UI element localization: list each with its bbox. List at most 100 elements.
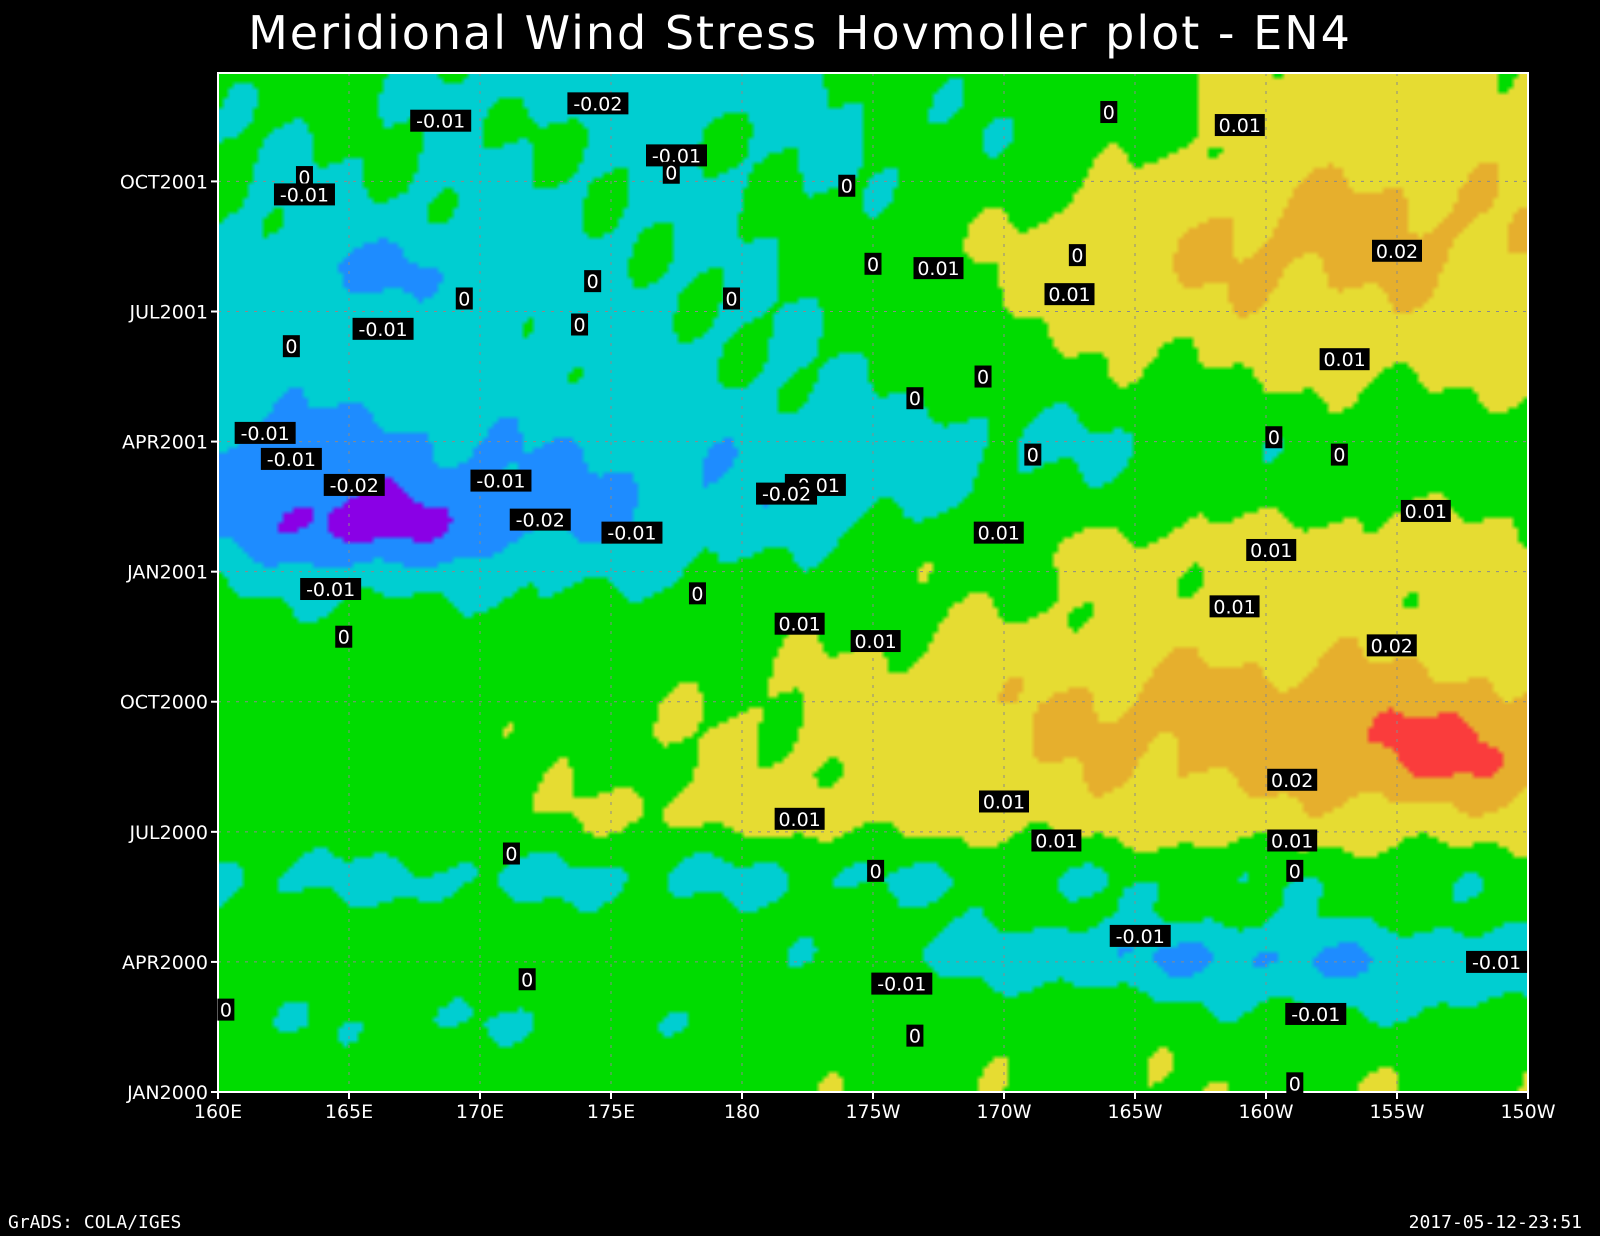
contour-label-bg (688, 582, 706, 605)
contour-label-bg (1330, 443, 1348, 466)
contour-label: 0 (909, 1026, 921, 1048)
contour-label-bg (1209, 595, 1260, 618)
contour-label-bg (1286, 859, 1304, 882)
x-tick-label: 155W (1369, 1101, 1424, 1123)
contour-label-bg (906, 1024, 924, 1047)
contour-label-bg (1100, 101, 1118, 124)
contour-label: -0.01 (358, 319, 407, 341)
contour-label-bg (1319, 348, 1370, 371)
contour-label: 0 (1027, 445, 1039, 467)
contour-label: 0 (1268, 427, 1280, 449)
contour-label: 0 (574, 314, 586, 336)
contour-label-bg (864, 252, 882, 275)
footer-timestamp: 2017-05-12-23:51 (1408, 1212, 1582, 1233)
contour-label-bg (1246, 538, 1297, 561)
contour-label-bg (1031, 829, 1082, 852)
x-tick-label: 165E (325, 1101, 373, 1123)
contour-label-bg (973, 521, 1024, 544)
x-tick-label: 170E (456, 1101, 504, 1123)
contour-label-bg (867, 859, 885, 882)
contour-label: 0 (665, 163, 677, 185)
contour-label-bg (1024, 443, 1042, 466)
contour-label: -0.02 (762, 484, 811, 506)
contour-label-bg (1109, 924, 1171, 947)
contour-label: 0.01 (1250, 540, 1292, 562)
contour-label: -0.02 (573, 93, 622, 115)
contour-label-bg (1466, 950, 1528, 973)
contour-label: 0 (870, 861, 882, 883)
contour-label-bg (323, 473, 385, 496)
contour-label: 0.01 (978, 523, 1020, 545)
contour-label-bg (1044, 283, 1095, 306)
contour-label: 0.01 (1213, 596, 1255, 618)
contour-label: 0.01 (1405, 501, 1447, 523)
contour-label: 0.01 (917, 258, 959, 280)
contour-label: -0.02 (330, 475, 379, 497)
contour-label-bg (410, 109, 472, 132)
contour-label: 0.01 (983, 791, 1025, 813)
contour-label: 0 (285, 336, 297, 358)
contour-label-bg (217, 998, 235, 1021)
contour-label: -0.01 (1291, 1004, 1340, 1026)
contour-label: 0 (977, 367, 989, 389)
contour-label-bg (455, 287, 473, 310)
contour-label: 0 (841, 176, 853, 198)
x-axis: 160E 165E 170E 175E 180 175W 170W 165W 160W 155W 1… (194, 1092, 1556, 1123)
contour-label-bg (1265, 426, 1283, 449)
y-tick-label: OCT2000 (120, 692, 208, 714)
contour-label: 0 (1071, 245, 1083, 267)
contour-label: 0 (521, 969, 533, 991)
y-tick-label: APR2001 (122, 432, 208, 454)
contour-label: 0 (338, 627, 350, 649)
contour-label-bg (871, 972, 933, 995)
contour-label-bg (1267, 768, 1318, 791)
contour-label-bg (509, 508, 571, 531)
contour-label-bg (979, 790, 1029, 813)
contour-label-bg (662, 161, 680, 184)
contour-label-bg (470, 469, 532, 492)
contour-label: 0 (587, 271, 599, 293)
contour-label-bg (1366, 634, 1417, 657)
y-tick-label: JUL2001 (129, 301, 208, 323)
contour-label: 0 (725, 288, 737, 310)
contour-label-bg (260, 447, 322, 470)
contour-label: 0 (1103, 102, 1115, 124)
contour-label-bg (300, 578, 362, 601)
contour-label-bg (838, 174, 856, 197)
contour-label-bg (571, 313, 589, 336)
contour-label-bg (502, 842, 520, 865)
contour-label: 0.02 (1271, 770, 1313, 792)
contour-label: -0.01 (476, 471, 525, 493)
contour-label-bg (974, 365, 992, 388)
grid-lines (218, 73, 1528, 1092)
x-tick-label: 180 (724, 1101, 760, 1123)
contour-label-bg (1068, 244, 1086, 267)
contour-label: 0 (220, 1000, 232, 1022)
contour-label-bg (646, 144, 707, 167)
contour-label: 0.02 (1376, 241, 1418, 263)
contour-label: -0.01 (877, 974, 926, 996)
contour-label-bg (234, 421, 296, 444)
contour-label-bg (518, 968, 536, 991)
contour-label-bg (352, 317, 414, 340)
contour-label: 0.02 (1371, 635, 1413, 657)
contour-label: 0 (1289, 1073, 1301, 1095)
contour-label: 0.01 (854, 631, 896, 653)
contour-label-bg (1285, 1002, 1347, 1025)
contour-label-bg (1400, 499, 1451, 522)
contour-label: -0.01 (267, 449, 316, 471)
contour-label: -0.01 (607, 523, 656, 545)
contour-label: -0.01 (1472, 952, 1521, 974)
y-tick-label: OCT2001 (120, 171, 208, 193)
contour-label: -0.01 (306, 579, 355, 601)
contour-label-bg (282, 335, 300, 358)
contour-label-bg (1267, 829, 1318, 852)
contour-label: 0.01 (1035, 831, 1077, 853)
y-tick-label: JAN2000 (126, 1082, 208, 1104)
contour-label: 0 (1289, 861, 1301, 883)
contour-label: 0 (458, 288, 470, 310)
x-tick-label: 170W (976, 1101, 1031, 1123)
x-tick-label: 175W (845, 1101, 900, 1123)
